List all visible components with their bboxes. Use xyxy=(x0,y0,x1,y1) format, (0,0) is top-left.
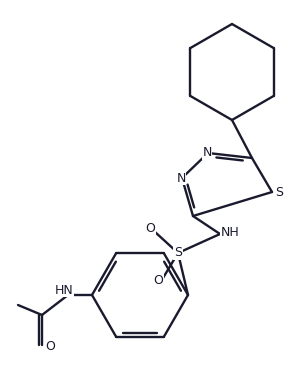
Text: HN: HN xyxy=(55,283,74,296)
Text: O: O xyxy=(45,339,55,353)
Text: N: N xyxy=(176,172,186,184)
Text: S: S xyxy=(174,247,182,260)
Text: NH: NH xyxy=(221,225,239,238)
Text: S: S xyxy=(275,185,283,199)
Text: N: N xyxy=(202,147,212,159)
Text: O: O xyxy=(145,222,155,235)
Text: O: O xyxy=(153,275,163,288)
